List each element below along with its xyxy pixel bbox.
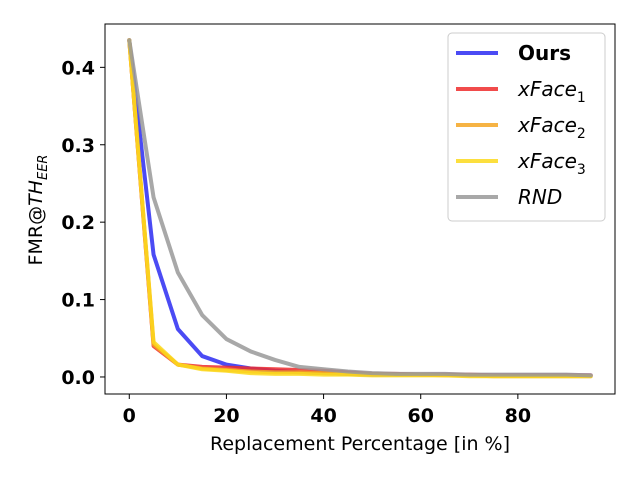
y-axis-title-italic: TH — [25, 180, 47, 206]
legend-label-name: RND — [518, 185, 562, 209]
plot-area-frame — [104, 23, 616, 395]
legend-label-subscript: 2 — [577, 126, 586, 142]
x-tick-label: 20 — [213, 405, 239, 427]
y-tick-label: 0.0 — [61, 367, 95, 389]
x-axis-title: Replacement Percentage [in %] — [210, 433, 510, 455]
legend-label-2: xFace1 — [517, 77, 586, 106]
legend-label-4: xFace3 — [517, 149, 586, 178]
legend-label-subscript: 3 — [577, 162, 586, 178]
x-tick-label: 0 — [123, 405, 136, 427]
x-tick-label: 80 — [505, 405, 531, 427]
series-line-5 — [127, 38, 593, 378]
legend-label-subscript: 1 — [577, 90, 586, 106]
y-tick-label: 0.2 — [61, 212, 95, 234]
y-tick-label: 0.1 — [61, 290, 95, 312]
series-layer — [127, 38, 593, 379]
x-tick-label: 60 — [407, 405, 433, 427]
legend-label-name: Ours — [518, 41, 571, 65]
legend-label-1: Ours — [518, 41, 571, 65]
y-tick-label: 0.3 — [61, 135, 95, 157]
legend-label-name: xFace — [517, 149, 577, 173]
legend-label-name: xFace — [517, 77, 577, 101]
y-axis-title-sub: EER — [36, 155, 51, 180]
y-axis-title: FMR@THEER — [25, 155, 51, 266]
y-tick-label: 0.4 — [61, 57, 95, 79]
legend-box — [447, 32, 606, 222]
y-axis-title-main: FMR@ — [25, 206, 47, 266]
x-tick-label: 40 — [310, 405, 336, 427]
ticks-layer: 0 20 40 60 80 0.0 0.1 0.2 0.3 0.4 — [61, 57, 531, 427]
legend-label-name: xFace — [517, 113, 577, 137]
legend-label-5: RND — [518, 185, 562, 209]
legend-label-3: xFace2 — [517, 113, 586, 142]
